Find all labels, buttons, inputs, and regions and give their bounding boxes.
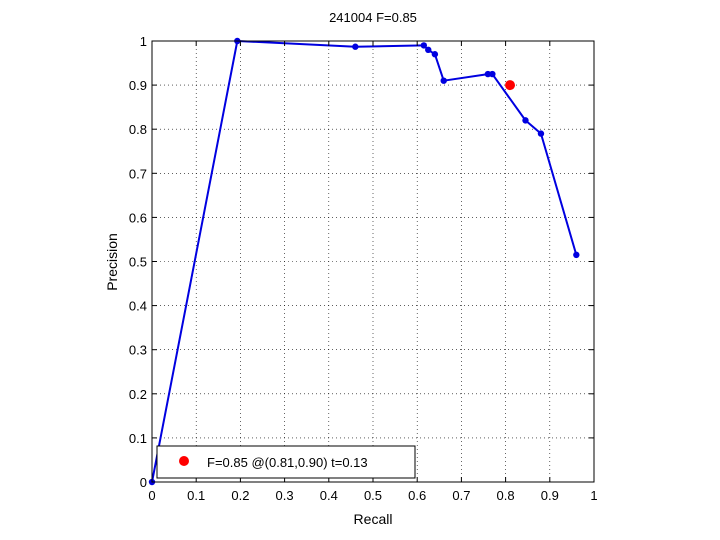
x-tick-label: 0.8 <box>497 488 515 503</box>
series-line <box>151 40 578 483</box>
legend: F=0.85 @(0.81,0.90) t=0.13 <box>156 445 416 479</box>
data-point <box>522 117 529 124</box>
legend-marker <box>179 456 189 466</box>
x-tick-labels: 0 0.1 0.2 0.3 0.4 0.5 0.6 0.7 0.8 0.9 1 <box>148 488 597 503</box>
plot-area: F=0.85 @(0.81,0.90) t=0.13 <box>148 37 595 486</box>
y-tick-labels: 0 0.1 0.2 0.3 0.4 0.5 0.6 0.7 0.8 0.9 1 <box>129 34 147 490</box>
x-tick-label: 0.3 <box>276 488 294 503</box>
x-tick-label: 0 <box>148 488 155 503</box>
series-layer <box>148 37 580 486</box>
grid-lines <box>152 41 594 482</box>
y-tick-label: 0.2 <box>129 387 147 402</box>
y-tick-label: 0.6 <box>129 210 147 225</box>
data-point <box>431 51 439 58</box>
y-axis-label: Precision <box>104 233 120 291</box>
best-f-point <box>505 80 516 91</box>
data-point <box>352 43 359 50</box>
data-point <box>484 70 492 78</box>
tick-marks <box>151 40 595 483</box>
x-tick-label: 0.2 <box>231 488 249 503</box>
y-tick-label: 0 <box>140 475 147 490</box>
y-tick-label: 0.7 <box>129 166 147 181</box>
chart-title: 241004 F=0.85 <box>329 10 417 25</box>
x-tick-label: 0.1 <box>187 488 205 503</box>
x-tick-label: 1 <box>590 488 597 503</box>
y-tick-label: 0.3 <box>129 343 147 358</box>
x-tick-label: 0.9 <box>541 488 559 503</box>
x-tick-label: 0.7 <box>452 488 470 503</box>
data-point <box>489 70 496 78</box>
data-point <box>537 130 545 137</box>
y-tick-label: 0.1 <box>129 431 147 446</box>
legend-box <box>156 445 416 479</box>
y-tick-label: 0.9 <box>129 78 147 93</box>
y-tick-label: 0.8 <box>129 122 147 137</box>
y-tick-label: 0.4 <box>129 299 147 314</box>
x-tick-label: 0.6 <box>408 488 426 503</box>
data-point <box>425 46 432 54</box>
data-point <box>420 42 428 49</box>
legend-label: F=0.85 @(0.81,0.90) t=0.13 <box>207 455 368 470</box>
y-tick-label: 1 <box>140 34 147 49</box>
data-point <box>440 77 447 84</box>
data-point <box>573 251 580 259</box>
x-axis-label: Recall <box>354 511 393 527</box>
y-tick-label: 0.5 <box>129 255 147 270</box>
x-tick-label: 0.5 <box>364 488 382 503</box>
x-tick-label: 0.4 <box>320 488 338 503</box>
